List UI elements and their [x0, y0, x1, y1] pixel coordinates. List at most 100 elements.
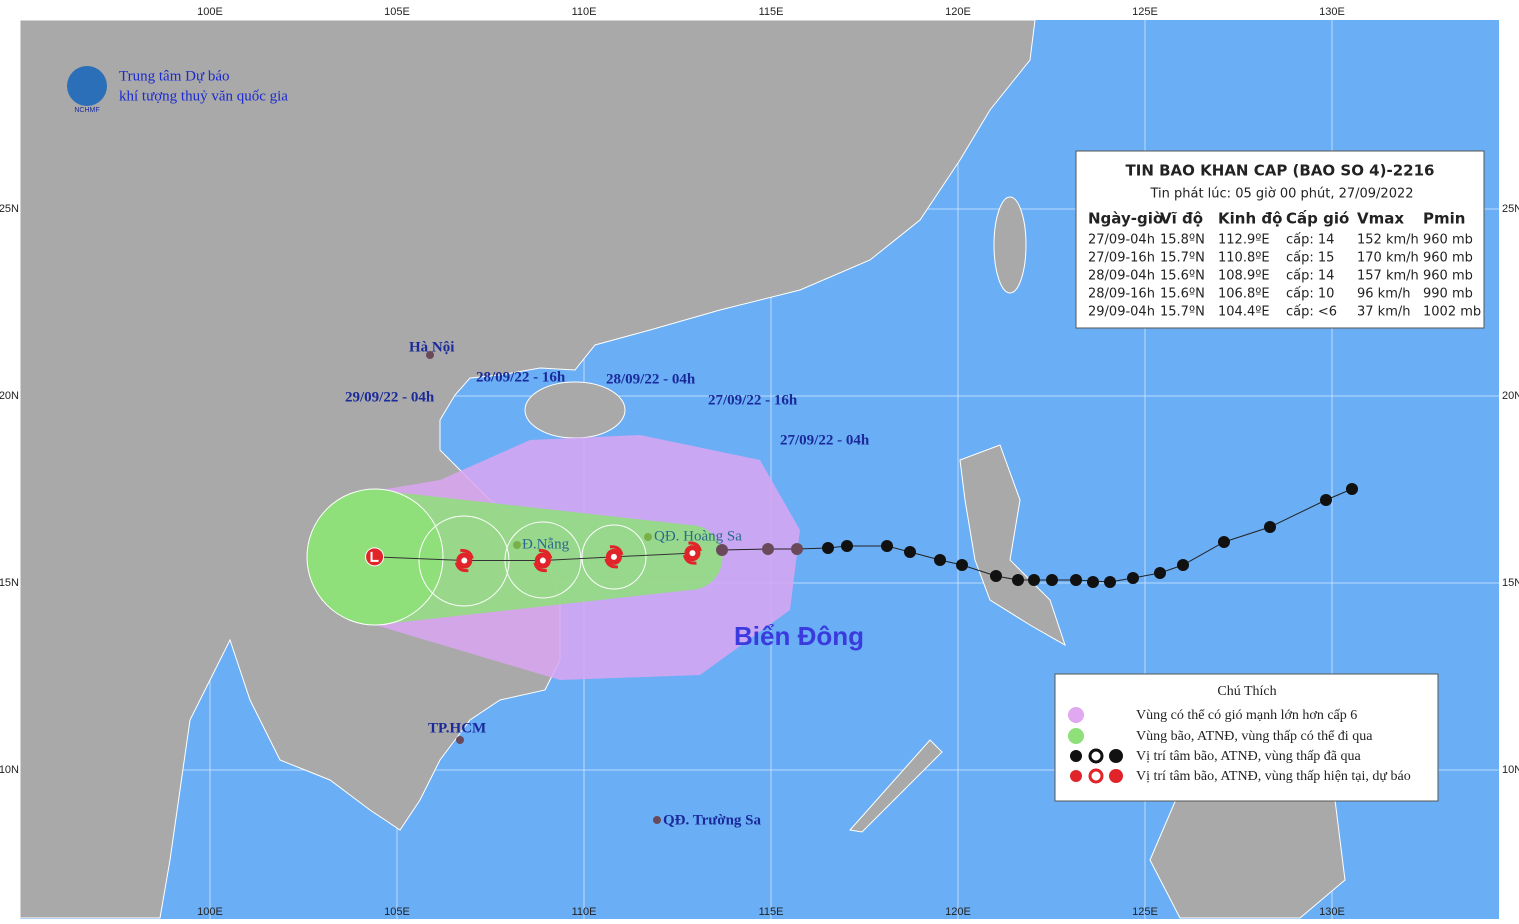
lon-label: 105E	[384, 6, 410, 18]
storm-arm	[682, 541, 702, 565]
logo-text: NCHMF	[74, 107, 99, 114]
storm-eye	[610, 553, 617, 560]
table-cell: cấp: 15	[1286, 251, 1334, 266]
legend-title: Chú Thích	[1217, 684, 1276, 699]
place: Đ.Nẵng	[522, 536, 570, 552]
bulletin-box	[1075, 150, 1485, 329]
storm-eye	[539, 557, 546, 564]
lat-label: 15N	[1502, 577, 1519, 589]
table-header: Vmax	[1357, 210, 1404, 228]
lon-label: 100E	[197, 906, 223, 918]
table-cell: 157 km/h	[1357, 269, 1419, 284]
table-cell: 15.6ºN	[1160, 269, 1205, 284]
table-cell: 152 km/h	[1357, 233, 1419, 248]
lat-label: 25N	[1502, 203, 1519, 215]
lon-label: 125E	[1132, 6, 1158, 18]
wind-ring	[504, 521, 582, 599]
lon-label: 130E	[1319, 6, 1345, 18]
lon-label: 130E	[1319, 906, 1345, 918]
lat-label: 10N	[0, 764, 19, 776]
table-header: Vĩ độ	[1160, 210, 1203, 228]
table-cell: 104.4ºE	[1218, 305, 1270, 320]
legend-item: Vùng có thể có gió mạnh lớn hơn cấp 6	[1136, 708, 1357, 723]
place: TP.HCM	[428, 720, 486, 736]
lat-label: 20N	[0, 390, 19, 402]
lat-label: 10N	[1502, 764, 1519, 776]
lon-label: 100E	[197, 6, 223, 18]
table-cell: 960 mb	[1423, 233, 1473, 248]
table-cell: cấp: <6	[1286, 305, 1337, 320]
forecast-track	[365, 541, 702, 573]
place: QĐ. Trường Sa	[663, 812, 762, 828]
lat-label: 20N	[1502, 390, 1519, 402]
table-cell: 15.7ºN	[1160, 305, 1205, 320]
forecast-time: 29/09/22 - 04h	[345, 389, 435, 405]
table-cell: 29/09-04h	[1088, 305, 1155, 320]
table-cell: 990 mb	[1423, 287, 1473, 302]
lon-label: 120E	[945, 6, 971, 18]
forecast-time: 27/09/22 - 16h	[708, 392, 798, 408]
table-header: Ngày-giờ	[1088, 210, 1164, 228]
storm-eye	[461, 557, 468, 564]
storm-arm	[533, 548, 553, 573]
table-cell: 28/09-16h	[1088, 287, 1155, 302]
lon-label: 115E	[759, 6, 784, 18]
past-positions	[716, 483, 1358, 588]
table-cell: 96 km/h	[1357, 287, 1411, 302]
lat-label: 15N	[0, 577, 19, 589]
table-cell: cấp: 10	[1286, 287, 1334, 302]
table-cell: 15.7ºN	[1160, 251, 1205, 266]
lon-label: 120E	[945, 906, 971, 918]
hainan	[524, 381, 626, 439]
places: Hà Nội Đ.Nẵng QĐ. Hoàng Sa TP.HCM QĐ. Tr…	[409, 339, 762, 828]
place: Hà Nội	[409, 339, 454, 355]
table-cell: cấp: 14	[1286, 269, 1334, 284]
lon-label: 110E	[572, 906, 597, 918]
wind-ring	[581, 524, 647, 590]
table-cell: 112.9ºE	[1218, 233, 1270, 248]
palawan	[849, 739, 943, 833]
forecast-low	[365, 547, 385, 567]
bulletin-title: TIN BAO KHAN CAP (BAO SO 4)-2216	[1126, 162, 1435, 180]
luzon	[959, 444, 1066, 647]
past-track	[721, 488, 1353, 583]
table-header: Kinh độ	[1218, 210, 1282, 228]
place: QĐ. Hoàng Sa	[654, 528, 742, 544]
table-cell: 106.8ºE	[1218, 287, 1270, 302]
forecast-time: 28/09/22 - 16h	[476, 369, 566, 385]
legend-swatch	[1068, 707, 1084, 723]
storm-eye	[689, 550, 696, 557]
legend-swatch	[1068, 728, 1084, 744]
low-glyph	[370, 551, 379, 562]
table-cell: 15.8ºN	[1160, 233, 1205, 248]
table-header: Cấp gió	[1286, 210, 1349, 228]
legend-item: Vùng bão, ATNĐ, vùng thấp có thể đi qua	[1136, 729, 1373, 744]
org-line: khí tượng thuỷ văn quốc gia	[119, 88, 288, 104]
forecast-time: 27/09/22 - 04h	[780, 432, 870, 448]
axis-labels: 100E 100E 105E 105E 110E 110E 115E 115E 120E 120E…	[0, 6, 1519, 918]
sea-name: Biển Đông	[734, 621, 864, 651]
legend-item: Vị trí tâm bão, ATNĐ, vùng thấp đã qua	[1136, 749, 1362, 764]
table-cell: 28/09-04h	[1088, 269, 1155, 284]
lon-label: 105E	[384, 906, 410, 918]
table-cell: 110.8ºE	[1218, 251, 1270, 266]
lon-label: 110E	[572, 6, 597, 18]
table-cell: cấp: 14	[1286, 233, 1334, 248]
storm-arm	[454, 548, 474, 573]
table-cell: 960 mb	[1423, 269, 1473, 284]
table-cell: 37 km/h	[1357, 305, 1411, 320]
lat-label: 25N	[0, 203, 19, 215]
table-cell: 15.6ºN	[1160, 287, 1205, 302]
table-cell: 960 mb	[1423, 251, 1473, 266]
lon-label: 115E	[759, 906, 784, 918]
storm-arm	[604, 545, 624, 569]
legend-symbols	[1070, 748, 1123, 784]
table-cell: 170 km/h	[1357, 251, 1419, 266]
taiwan	[993, 196, 1027, 294]
lon-label: 125E	[1132, 906, 1158, 918]
forecast-time: 28/09/22 - 04h	[606, 371, 696, 387]
table-cell: 27/09-04h	[1088, 233, 1155, 248]
bulletin-issued: Tin phát lúc: 05 giờ 00 phút, 27/09/2022	[1149, 187, 1413, 202]
